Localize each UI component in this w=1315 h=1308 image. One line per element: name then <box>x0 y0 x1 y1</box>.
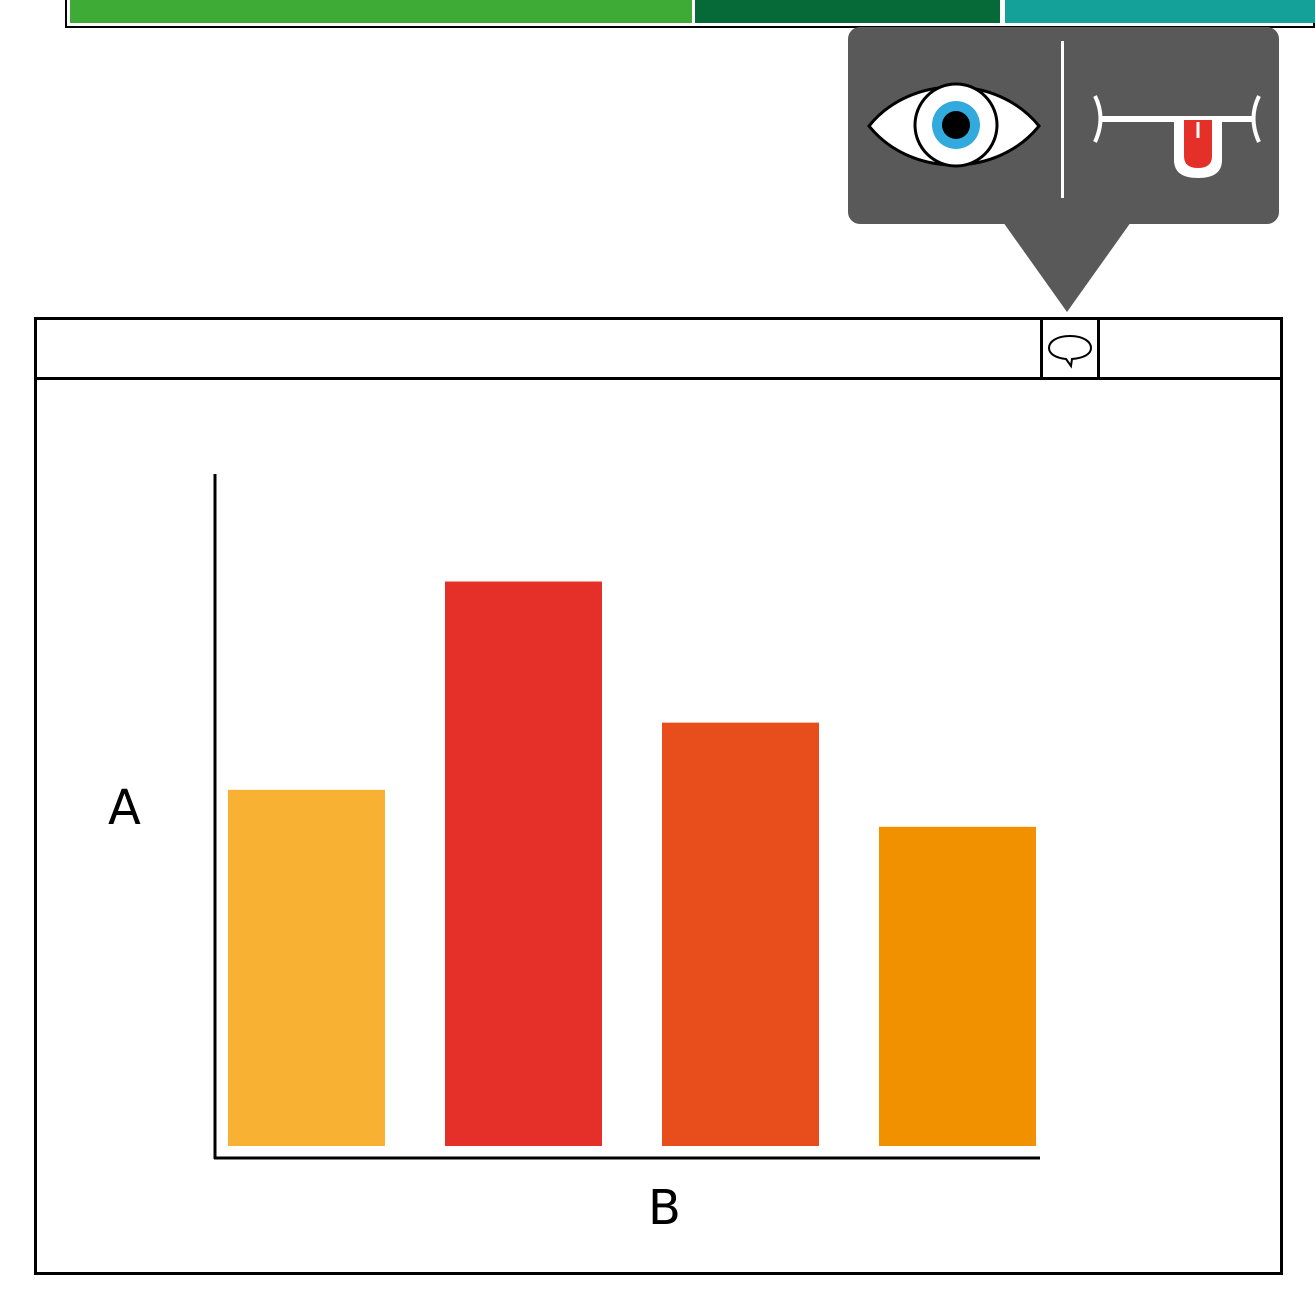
top-bar-segment-teal <box>1005 0 1315 23</box>
x-axis-label: B <box>648 1180 681 1236</box>
y-axis-label: A <box>108 780 141 836</box>
eye-icon[interactable] <box>866 80 1042 172</box>
popover-pointer <box>1003 222 1131 312</box>
tongue-mouth-icon[interactable] <box>1086 90 1266 182</box>
app-window <box>34 317 1283 1275</box>
top-bar-segment-dark-green <box>695 0 1000 23</box>
comment-button[interactable] <box>1040 320 1100 380</box>
speech-bubble-icon <box>1047 334 1093 369</box>
top-bar-segment-green <box>70 0 692 23</box>
window-title-bar <box>37 320 1280 380</box>
popover-divider <box>1061 41 1064 198</box>
top-color-bar <box>65 0 1315 31</box>
